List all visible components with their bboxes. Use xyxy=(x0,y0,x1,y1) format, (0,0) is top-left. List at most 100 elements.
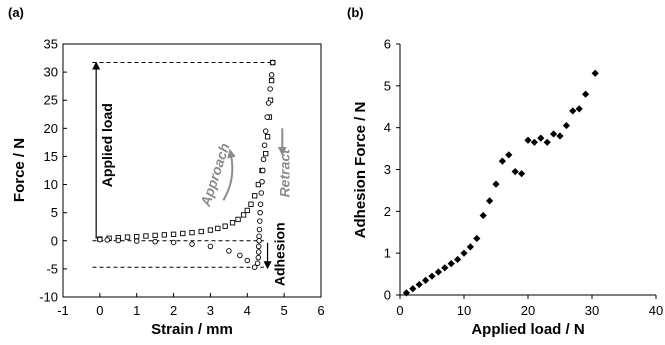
panel-a-x-axis-label: Strain / mm xyxy=(151,321,233,338)
panel-b-y-tick-label: 0 xyxy=(384,288,391,303)
panel-b-x-tick-label: 10 xyxy=(457,303,471,318)
panel-a-retract-point xyxy=(267,86,273,92)
panel-a-retract-point xyxy=(261,142,268,148)
panel-b-data-point xyxy=(454,255,462,264)
panel-b-data-point xyxy=(543,138,551,146)
panel-a-x-tick-label: 1 xyxy=(133,303,140,318)
panel-a-retract-point xyxy=(257,201,264,207)
panel-b-data-point xyxy=(591,69,599,77)
panel-a-retract-point xyxy=(256,226,263,233)
panel-a-y-tick-label: -10 xyxy=(39,290,58,305)
panel-a-approach-arrow xyxy=(222,148,236,201)
panel-a-retract-point xyxy=(152,238,158,245)
panel-b-data-point xyxy=(486,197,494,205)
panel-a-approach-point xyxy=(124,234,131,240)
panel-a-y-ticks: 35 30 25 20 15 10 5 0 -5 -10 xyxy=(39,37,67,305)
panel-a-retract-point xyxy=(262,128,269,134)
panel-a-x-tick-label: 3 xyxy=(207,303,214,318)
panel-a-marks xyxy=(97,59,276,270)
panel-b-data-point xyxy=(537,134,545,142)
panel-a-retract-point xyxy=(255,249,262,255)
panel-b-data-point xyxy=(434,268,442,276)
panel-a-y-tick-label: 5 xyxy=(51,205,58,220)
panel-b-data-point xyxy=(524,136,532,144)
panel-b-data-point xyxy=(582,90,590,98)
panel-a-approach-point xyxy=(161,232,168,238)
panel-b-x-axis-label: Applied load / N xyxy=(471,321,584,338)
panel-a-retract-point xyxy=(133,238,140,244)
panel-a-x-tick-label: 6 xyxy=(317,303,324,318)
panel-b-data-point xyxy=(530,138,538,146)
panel-a-x-tick-label: 4 xyxy=(244,303,251,318)
panel-a-x-ticks: -1 0 1 2 3 4 5 6 xyxy=(57,293,325,318)
panel-a-adhesion-label: Adhesion xyxy=(272,222,288,286)
panel-b-data-point xyxy=(518,170,526,178)
panel-a-y-tick-label: 0 xyxy=(51,233,58,248)
panel-b-data-point xyxy=(466,243,474,251)
panel-a-retract-point xyxy=(207,243,214,250)
panel-a-retract-point xyxy=(257,209,263,216)
panel-b-y-tick-label: 3 xyxy=(384,162,391,177)
panel-b-y-tick-label: 6 xyxy=(384,37,391,52)
panel-b-data-point xyxy=(505,151,513,159)
panel-a-retract-point xyxy=(269,59,276,66)
panel-b-data-point xyxy=(550,130,558,138)
panel-a-y-tick-label: 30 xyxy=(44,65,58,80)
panel-a-retract-point xyxy=(104,237,110,243)
panel-a-approach-point xyxy=(268,77,275,84)
panel-a-y-tick-label: 25 xyxy=(44,93,58,108)
panel-a-retract-point xyxy=(237,252,243,259)
panel-a-approach-point xyxy=(264,134,271,140)
panel-b-y-tick-label: 5 xyxy=(384,78,391,93)
panel-a-retract-point xyxy=(260,167,266,174)
panel-a-retract-point xyxy=(260,156,267,163)
panel-a-approach-point xyxy=(248,201,254,207)
panel-a-approach-point xyxy=(229,220,236,226)
panel-b-x-tick-label: 30 xyxy=(585,303,599,318)
panel-a-retract-label: Retract xyxy=(277,148,293,198)
panel-b-data-point xyxy=(441,264,449,272)
panel-a-y-axis-label: Force / N xyxy=(11,138,28,202)
panel-a-approach-point xyxy=(198,228,204,235)
panel-a-retract-point xyxy=(254,260,261,267)
panel-b-y-tick-label: 4 xyxy=(384,120,391,135)
panel-a-approach-point xyxy=(215,225,221,232)
panel-a-approach-label: Approach xyxy=(197,141,233,209)
panel-b-data-point xyxy=(479,211,487,220)
panel-a-retract-point xyxy=(257,218,263,224)
panel-a-x-tick-label: 2 xyxy=(170,303,177,318)
panel-b-data-point xyxy=(447,260,455,268)
panel-b-data-point xyxy=(428,272,436,280)
panel-b-data-point xyxy=(569,107,577,115)
panel-a-plot-frame xyxy=(62,43,322,298)
panel-b-data-point xyxy=(511,167,519,176)
panel-b-data-point xyxy=(575,105,583,113)
panel-a-approach-point xyxy=(152,232,158,239)
panel-b-data-point xyxy=(556,132,564,140)
panel-a-approach-point xyxy=(244,207,250,214)
panel-a-retract-point xyxy=(226,248,232,254)
panel-b-data-point xyxy=(422,276,430,284)
panel-a-retract-point xyxy=(170,239,177,246)
panel-b-x-tick-label: 40 xyxy=(649,303,663,318)
panel-a-y-tick-label: 20 xyxy=(44,121,58,136)
panel-b-marks xyxy=(402,69,599,297)
panel-a-annotations: Applied load Adhesion Approach Retract xyxy=(92,61,293,286)
panel-a-retract-point xyxy=(256,238,262,244)
panel-a-y-tick-label: -5 xyxy=(46,261,58,276)
panel-a-retract-point xyxy=(268,72,275,78)
panel-b-y-axis-label: Adhesion Force / N xyxy=(352,102,369,239)
panel-a-retract-point xyxy=(264,114,270,120)
panel-a-retract-point xyxy=(265,100,272,106)
panel-a-retract-point xyxy=(256,233,262,240)
panel-b-data-point xyxy=(473,234,481,243)
panel-b-y-tick-label: 2 xyxy=(384,204,391,219)
panel-a-y-tick-label: 10 xyxy=(44,177,58,192)
panel-b-y-tick-label: 1 xyxy=(384,246,391,261)
panel-a-retract-point xyxy=(255,243,262,250)
panel-a-approach-point xyxy=(235,216,241,223)
panel-a-retract-point xyxy=(258,190,265,196)
